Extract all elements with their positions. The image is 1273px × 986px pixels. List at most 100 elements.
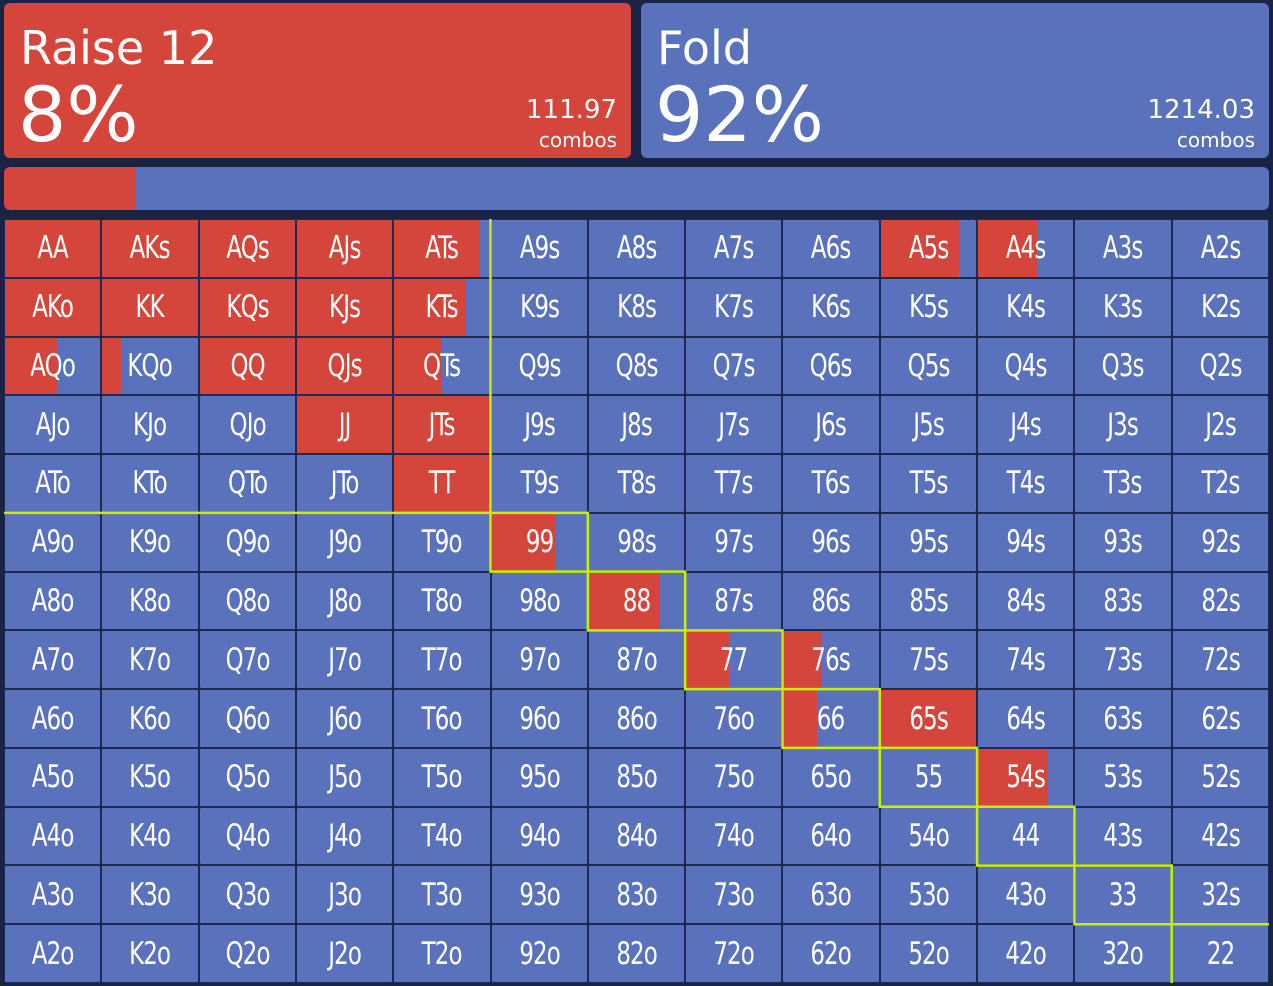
hand-cell-76o[interactable]: 76o xyxy=(685,689,783,748)
hand-cell-A3o[interactable]: A3o xyxy=(4,865,102,925)
hand-cell-T3o[interactable]: T3o xyxy=(393,865,491,925)
hand-cell-85o[interactable]: 85o xyxy=(587,747,686,807)
raise-action-card[interactable]: Raise 12 8% 111.97 combos xyxy=(4,3,631,158)
hand-cell-TT[interactable]: TT xyxy=(393,454,491,513)
hand-cell-64s[interactable]: 64s xyxy=(977,689,1075,748)
hand-cell-52s[interactable]: 52s xyxy=(1171,747,1269,807)
hand-cell-K2o[interactable]: K2o xyxy=(101,924,199,983)
hand-cell-K8s[interactable]: K8s xyxy=(587,277,686,337)
hand-cell-74o[interactable]: 74o xyxy=(685,806,783,866)
hand-cell-Q7s[interactable]: Q7s xyxy=(685,336,783,396)
hand-cell-Q2s[interactable]: Q2s xyxy=(1171,336,1269,396)
hand-cell-A3s[interactable]: A3s xyxy=(1074,219,1172,278)
hand-cell-Q7o[interactable]: Q7o xyxy=(198,630,296,690)
hand-cell-QTs[interactable]: QTs xyxy=(393,336,491,396)
hand-cell-A2o[interactable]: A2o xyxy=(4,924,102,983)
hand-cell-Q3o[interactable]: Q3o xyxy=(198,865,296,925)
hand-cell-92s[interactable]: 92s xyxy=(1171,512,1269,572)
hand-cell-A8o[interactable]: A8o xyxy=(4,571,102,631)
hand-cell-32s[interactable]: 32s xyxy=(1171,865,1269,925)
hand-cell-KK[interactable]: KK xyxy=(101,277,199,337)
hand-cell-53o[interactable]: 53o xyxy=(879,865,978,925)
hand-cell-Q5s[interactable]: Q5s xyxy=(879,336,978,396)
hand-cell-T4o[interactable]: T4o xyxy=(393,806,491,866)
hand-cell-K9o[interactable]: K9o xyxy=(101,512,199,572)
hand-cell-22[interactable]: 22 xyxy=(1171,924,1269,983)
hand-cell-A9o[interactable]: A9o xyxy=(4,512,102,572)
hand-cell-K7s[interactable]: K7s xyxy=(685,277,783,337)
hand-cell-55[interactable]: 55 xyxy=(879,747,978,807)
hand-cell-52o[interactable]: 52o xyxy=(879,924,978,983)
hand-cell-T9s[interactable]: T9s xyxy=(490,454,588,513)
hand-cell-K3o[interactable]: K3o xyxy=(101,865,199,925)
hand-cell-63s[interactable]: 63s xyxy=(1074,689,1172,748)
hand-cell-42s[interactable]: 42s xyxy=(1171,806,1269,866)
hand-cell-KQs[interactable]: KQs xyxy=(198,277,296,337)
hand-cell-T5s[interactable]: T5s xyxy=(879,454,978,513)
hand-cell-42o[interactable]: 42o xyxy=(977,924,1075,983)
hand-cell-54o[interactable]: 54o xyxy=(879,806,978,866)
hand-cell-AQo[interactable]: AQo xyxy=(4,336,102,396)
hand-cell-A9s[interactable]: A9s xyxy=(490,219,588,278)
hand-cell-J6o[interactable]: J6o xyxy=(295,689,394,748)
hand-cell-AKo[interactable]: AKo xyxy=(4,277,102,337)
hand-cell-J7o[interactable]: J7o xyxy=(295,630,394,690)
hand-cell-87o[interactable]: 87o xyxy=(587,630,686,690)
hand-cell-72o[interactable]: 72o xyxy=(685,924,783,983)
hand-cell-64o[interactable]: 64o xyxy=(782,806,880,866)
hand-cell-JTo[interactable]: JTo xyxy=(295,454,394,513)
hand-cell-K6o[interactable]: K6o xyxy=(101,689,199,748)
hand-cell-87s[interactable]: 87s xyxy=(685,571,783,631)
hand-cell-85s[interactable]: 85s xyxy=(879,571,978,631)
hand-cell-A5s[interactable]: A5s xyxy=(879,219,978,278)
hand-cell-J5o[interactable]: J5o xyxy=(295,747,394,807)
hand-cell-KQo[interactable]: KQo xyxy=(101,336,199,396)
hand-cell-43s[interactable]: 43s xyxy=(1074,806,1172,866)
hand-cell-82s[interactable]: 82s xyxy=(1171,571,1269,631)
hand-cell-KTs[interactable]: KTs xyxy=(393,277,491,337)
hand-cell-66[interactable]: 66 xyxy=(782,689,880,748)
hand-cell-93o[interactable]: 93o xyxy=(490,865,588,925)
hand-cell-Q6s[interactable]: Q6s xyxy=(782,336,880,396)
hand-cell-73s[interactable]: 73s xyxy=(1074,630,1172,690)
hand-cell-K4o[interactable]: K4o xyxy=(101,806,199,866)
hand-cell-Q3s[interactable]: Q3s xyxy=(1074,336,1172,396)
hand-cell-K5s[interactable]: K5s xyxy=(879,277,978,337)
hand-cell-ATs[interactable]: ATs xyxy=(393,219,491,278)
hand-cell-J9s[interactable]: J9s xyxy=(490,395,588,455)
hand-cell-AA[interactable]: AA xyxy=(4,219,102,278)
hand-cell-A7o[interactable]: A7o xyxy=(4,630,102,690)
hand-cell-QJo[interactable]: QJo xyxy=(198,395,296,455)
hand-cell-K7o[interactable]: K7o xyxy=(101,630,199,690)
hand-cell-94s[interactable]: 94s xyxy=(977,512,1075,572)
hand-cell-A6o[interactable]: A6o xyxy=(4,689,102,748)
hand-cell-75s[interactable]: 75s xyxy=(879,630,978,690)
hand-cell-T6o[interactable]: T6o xyxy=(393,689,491,748)
hand-cell-97s[interactable]: 97s xyxy=(685,512,783,572)
hand-cell-83s[interactable]: 83s xyxy=(1074,571,1172,631)
hand-cell-J5s[interactable]: J5s xyxy=(879,395,978,455)
hand-cell-83o[interactable]: 83o xyxy=(587,865,686,925)
hand-cell-K8o[interactable]: K8o xyxy=(101,571,199,631)
hand-cell-K9s[interactable]: K9s xyxy=(490,277,588,337)
hand-cell-T2o[interactable]: T2o xyxy=(393,924,491,983)
hand-cell-Q8o[interactable]: Q8o xyxy=(198,571,296,631)
hand-cell-QQ[interactable]: QQ xyxy=(198,336,296,396)
hand-cell-84s[interactable]: 84s xyxy=(977,571,1075,631)
hand-cell-AQs[interactable]: AQs xyxy=(198,219,296,278)
hand-cell-44[interactable]: 44 xyxy=(977,806,1075,866)
hand-cell-J6s[interactable]: J6s xyxy=(782,395,880,455)
hand-cell-ATo[interactable]: ATo xyxy=(4,454,102,513)
hand-cell-T4s[interactable]: T4s xyxy=(977,454,1075,513)
hand-cell-Q4o[interactable]: Q4o xyxy=(198,806,296,866)
hand-cell-53s[interactable]: 53s xyxy=(1074,747,1172,807)
hand-cell-J9o[interactable]: J9o xyxy=(295,512,394,572)
hand-cell-J7s[interactable]: J7s xyxy=(685,395,783,455)
hand-cell-KJs[interactable]: KJs xyxy=(295,277,394,337)
hand-cell-AJo[interactable]: AJo xyxy=(4,395,102,455)
hand-cell-J2s[interactable]: J2s xyxy=(1171,395,1269,455)
hand-cell-43o[interactable]: 43o xyxy=(977,865,1075,925)
hand-cell-62o[interactable]: 62o xyxy=(782,924,880,983)
hand-cell-Q4s[interactable]: Q4s xyxy=(977,336,1075,396)
hand-cell-54s[interactable]: 54s xyxy=(977,747,1075,807)
